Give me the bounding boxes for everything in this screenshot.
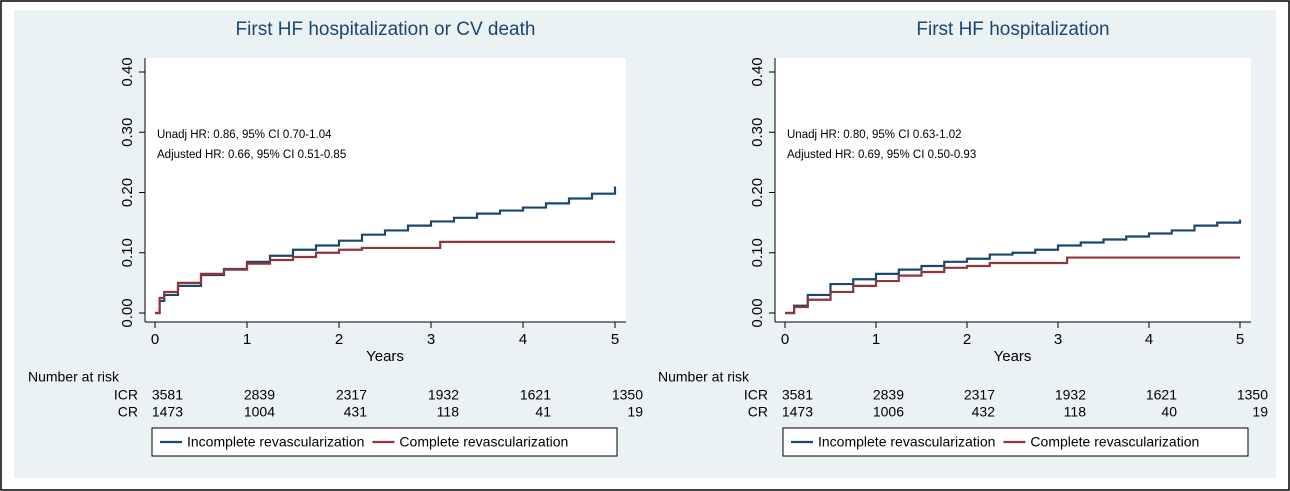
risk-count: 40 (1161, 404, 1177, 420)
y-tick-label: 0.40 (749, 57, 766, 86)
x-tick-label: 4 (519, 331, 527, 348)
x-tick-label: 0 (781, 331, 789, 348)
risk-count: 2317 (336, 387, 367, 403)
x-tick-label: 0 (151, 331, 159, 348)
risk-count: 432 (972, 404, 996, 420)
risk-count: 118 (1064, 404, 1087, 420)
y-tick-label: 0.10 (119, 238, 136, 267)
x-axis-label: Years (366, 348, 404, 365)
risk-count: 19 (627, 404, 643, 420)
chart-title: First HF hospitalization (916, 19, 1109, 40)
x-tick-label: 5 (611, 331, 619, 348)
x-tick-label: 1 (872, 331, 880, 348)
risk-count: 1932 (1055, 387, 1086, 403)
risk-count: 1473 (152, 404, 183, 420)
x-tick-label: 2 (335, 331, 343, 348)
y-tick-label: 0.00 (119, 298, 136, 327)
legend-label: Complete revascularization (1030, 434, 1199, 450)
survival-curve (785, 256, 1240, 315)
risk-table-title: Number at risk (658, 369, 750, 385)
y-tick-label: 0.20 (119, 178, 136, 207)
plot-area (145, 58, 626, 322)
risk-row-name: CR (118, 404, 138, 420)
x-tick-label: 2 (963, 331, 971, 348)
risk-count: 1006 (873, 404, 904, 420)
x-tick-label: 3 (427, 331, 435, 348)
annotation: Adjusted HR: 0.69, 95% CI 0.50-0.93 (787, 149, 976, 161)
y-tick-label: 0.20 (749, 178, 766, 207)
annotation: Unadj HR: 0.80, 95% CI 0.63-1.02 (787, 129, 962, 141)
risk-table-title: Number at risk (28, 369, 120, 385)
risk-count: 1932 (428, 387, 459, 403)
y-tick-label: 0.10 (749, 238, 766, 267)
x-tick-label: 5 (1236, 331, 1244, 348)
risk-count: 1004 (244, 404, 275, 420)
legend-label: Incomplete revascularization (187, 434, 364, 450)
x-tick-label: 3 (1054, 331, 1062, 348)
risk-count: 19 (1252, 404, 1268, 420)
annotation: Adjusted HR: 0.66, 95% CI 0.51-0.85 (157, 149, 346, 161)
risk-row-name: CR (748, 404, 768, 420)
plot-area (775, 58, 1251, 322)
risk-count: 118 (437, 404, 460, 420)
y-tick-label: 0.00 (749, 298, 766, 327)
risk-row-name: ICR (744, 387, 768, 403)
risk-count: 3581 (782, 387, 813, 403)
x-tick-label: 1 (243, 331, 251, 348)
survival-curve (785, 219, 1242, 315)
risk-count: 1621 (1146, 387, 1177, 403)
risk-count: 1350 (612, 387, 643, 403)
risk-count: 2839 (873, 387, 904, 403)
y-tick-label: 0.30 (749, 118, 766, 147)
risk-count: 1621 (520, 387, 551, 403)
risk-count: 3581 (152, 387, 183, 403)
risk-count: 1350 (1237, 387, 1268, 403)
legend-label: Complete revascularization (399, 434, 568, 450)
y-tick-label: 0.30 (119, 118, 136, 147)
annotation: Unadj HR: 0.86, 95% CI 0.70-1.04 (157, 129, 332, 141)
risk-row-name: ICR (114, 387, 138, 403)
risk-count: 41 (535, 404, 551, 420)
survival-curve (155, 240, 615, 315)
risk-count: 431 (344, 404, 368, 420)
x-axis-label: Years (994, 348, 1032, 365)
legend-label: Incomplete revascularization (818, 434, 995, 450)
chart-title: First HF hospitalization or CV death (236, 19, 536, 40)
y-tick-label: 0.40 (119, 57, 136, 86)
x-tick-label: 4 (1145, 331, 1153, 348)
risk-count: 2839 (244, 387, 275, 403)
risk-count: 2317 (964, 387, 995, 403)
risk-count: 1473 (782, 404, 813, 420)
